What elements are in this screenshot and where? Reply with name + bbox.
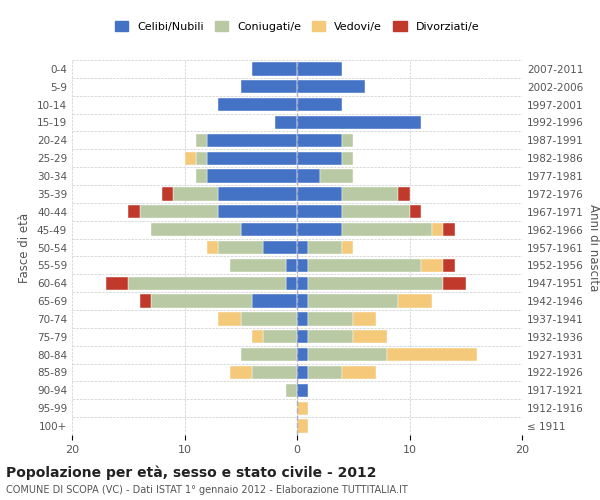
Bar: [308, 330, 353, 344]
Bar: [128, 205, 139, 218]
Bar: [353, 312, 376, 326]
Bar: [286, 276, 297, 290]
Bar: [252, 294, 297, 308]
Bar: [308, 366, 342, 379]
Bar: [297, 62, 342, 76]
Bar: [275, 116, 297, 129]
Bar: [297, 170, 320, 183]
Bar: [297, 348, 308, 362]
Bar: [286, 258, 297, 272]
Bar: [218, 312, 241, 326]
Bar: [139, 294, 151, 308]
Bar: [207, 152, 297, 165]
Bar: [443, 276, 466, 290]
Bar: [297, 152, 342, 165]
Bar: [342, 366, 376, 379]
Bar: [308, 241, 342, 254]
Bar: [151, 223, 241, 236]
Bar: [297, 384, 308, 397]
Bar: [128, 276, 286, 290]
Bar: [297, 420, 308, 433]
Bar: [173, 187, 218, 200]
Bar: [320, 170, 353, 183]
Bar: [297, 134, 342, 147]
Bar: [342, 223, 432, 236]
Bar: [308, 348, 387, 362]
Bar: [218, 205, 297, 218]
Bar: [297, 402, 308, 415]
Bar: [241, 312, 297, 326]
Bar: [443, 258, 455, 272]
Bar: [263, 330, 297, 344]
Bar: [229, 366, 252, 379]
Y-axis label: Anni di nascita: Anni di nascita: [587, 204, 600, 291]
Bar: [196, 152, 207, 165]
Bar: [398, 187, 409, 200]
Bar: [196, 170, 207, 183]
Bar: [297, 98, 342, 112]
Bar: [297, 241, 308, 254]
Bar: [297, 330, 308, 344]
Bar: [162, 187, 173, 200]
Bar: [252, 330, 263, 344]
Bar: [409, 205, 421, 218]
Bar: [196, 134, 207, 147]
Bar: [207, 170, 297, 183]
Bar: [297, 258, 308, 272]
Bar: [297, 294, 308, 308]
Bar: [342, 187, 398, 200]
Bar: [342, 152, 353, 165]
Bar: [432, 223, 443, 236]
Bar: [308, 312, 353, 326]
Bar: [353, 330, 387, 344]
Bar: [297, 366, 308, 379]
Text: COMUNE DI SCOPA (VC) - Dati ISTAT 1° gennaio 2012 - Elaborazione TUTTITALIA.IT: COMUNE DI SCOPA (VC) - Dati ISTAT 1° gen…: [6, 485, 408, 495]
Bar: [252, 366, 297, 379]
Bar: [241, 223, 297, 236]
Bar: [398, 294, 432, 308]
Bar: [139, 205, 218, 218]
Bar: [218, 241, 263, 254]
Bar: [297, 205, 342, 218]
Bar: [252, 62, 297, 76]
Bar: [297, 116, 421, 129]
Bar: [263, 241, 297, 254]
Bar: [443, 223, 455, 236]
Bar: [342, 134, 353, 147]
Bar: [387, 348, 477, 362]
Bar: [297, 187, 342, 200]
Bar: [218, 187, 297, 200]
Legend: Celibi/Nubili, Coniugati/e, Vedovi/e, Divorziati/e: Celibi/Nubili, Coniugati/e, Vedovi/e, Di…: [110, 17, 484, 36]
Bar: [151, 294, 252, 308]
Bar: [241, 80, 297, 94]
Bar: [241, 348, 297, 362]
Bar: [229, 258, 286, 272]
Bar: [218, 98, 297, 112]
Bar: [286, 384, 297, 397]
Bar: [342, 241, 353, 254]
Bar: [308, 276, 443, 290]
Bar: [207, 134, 297, 147]
Bar: [342, 205, 409, 218]
Bar: [207, 241, 218, 254]
Bar: [297, 223, 342, 236]
Bar: [185, 152, 196, 165]
Bar: [297, 276, 308, 290]
Bar: [106, 276, 128, 290]
Bar: [297, 80, 365, 94]
Bar: [297, 312, 308, 326]
Bar: [308, 258, 421, 272]
Bar: [421, 258, 443, 272]
Text: Popolazione per età, sesso e stato civile - 2012: Popolazione per età, sesso e stato civil…: [6, 465, 377, 479]
Y-axis label: Fasce di età: Fasce di età: [19, 212, 31, 282]
Bar: [308, 294, 398, 308]
